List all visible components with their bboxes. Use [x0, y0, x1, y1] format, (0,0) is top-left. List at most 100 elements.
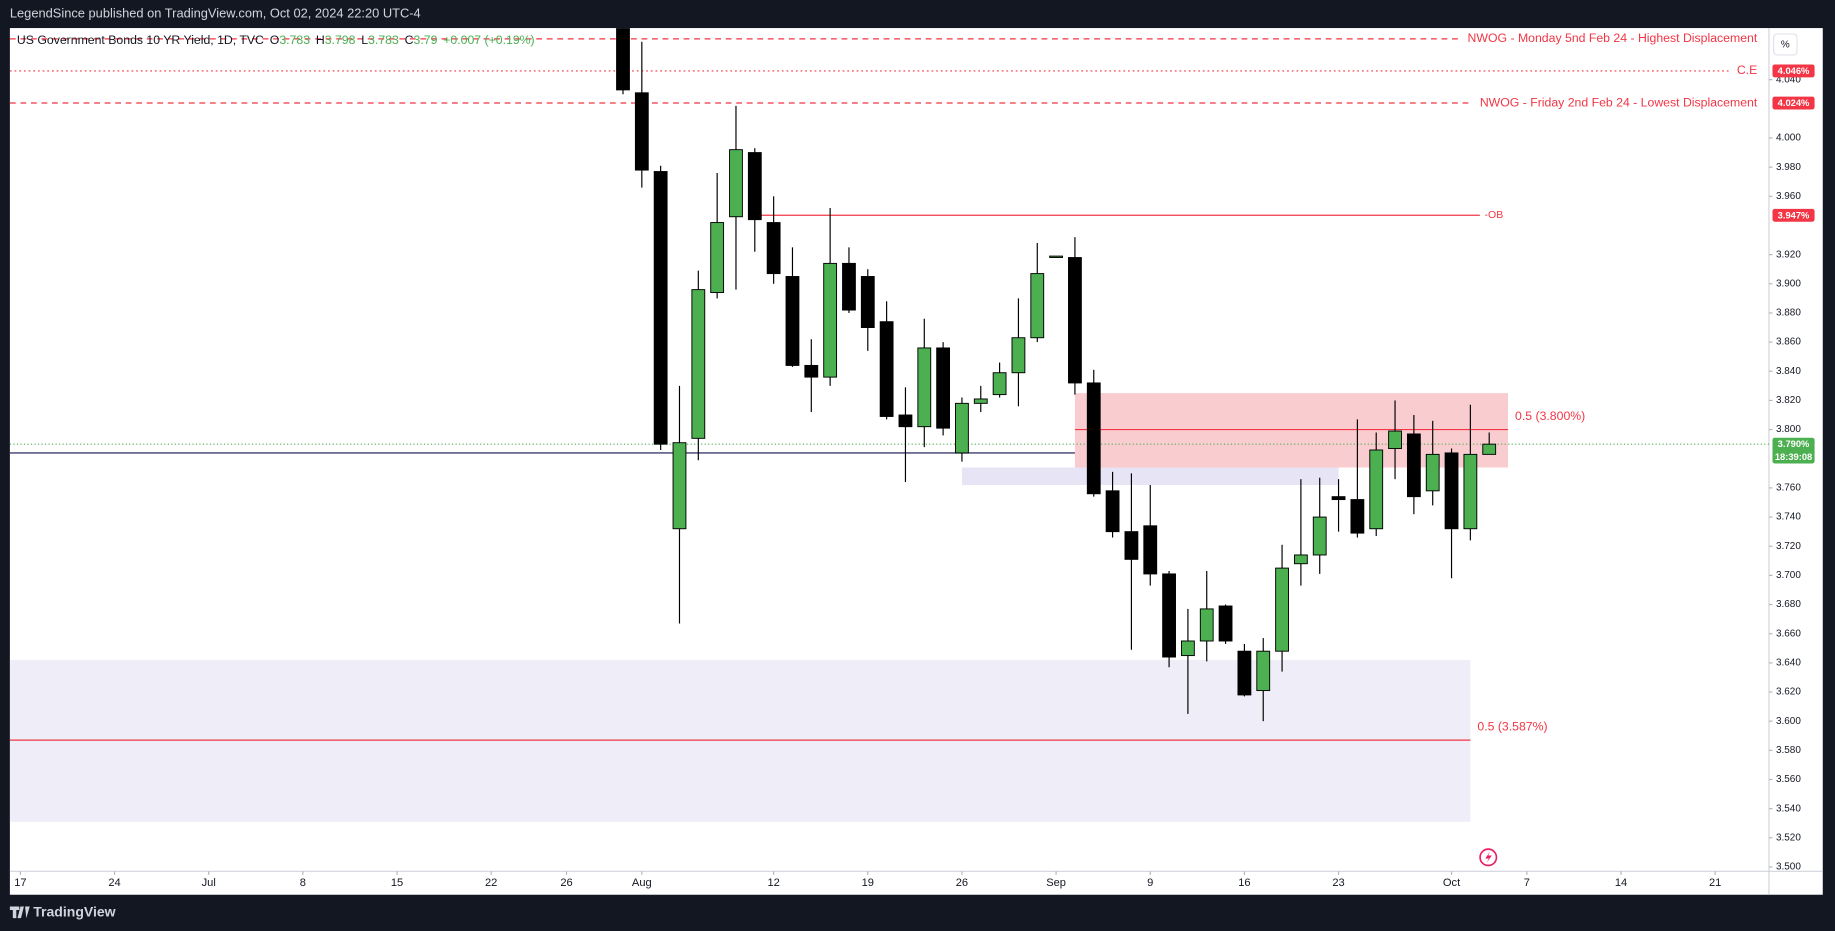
legend-ohlc-key: L	[361, 33, 368, 47]
zone-mid-label: 0.5 (3.800%)	[1515, 409, 1585, 423]
legend-change: +0.007 (+0.19%)	[443, 33, 534, 47]
zone	[961, 467, 1339, 485]
legend: US Government Bonds 10 YR Yield, 1D, TVC…	[17, 33, 535, 47]
x-tick-label: 19	[862, 877, 874, 889]
y-tick-label: 3.540	[1776, 803, 1801, 814]
candle-body	[1143, 525, 1158, 575]
x-tick-label: 14	[1615, 877, 1627, 889]
candle-body	[691, 289, 706, 439]
legend-ohlc-value: 3.783	[368, 33, 399, 47]
candle-body	[936, 347, 951, 429]
y-tick-label: 3.860	[1776, 337, 1801, 348]
legend-ohlc-key: O	[270, 33, 280, 47]
candle-body	[1162, 573, 1176, 658]
candle-body	[766, 222, 781, 275]
y-tick-label: 3.880	[1776, 308, 1801, 319]
y-tick-label: 3.560	[1776, 774, 1801, 785]
y-tick-label: 3.920	[1776, 249, 1801, 260]
candle-body	[1463, 453, 1478, 530]
candle-body	[1388, 430, 1402, 450]
y-tick-label: 3.600	[1776, 716, 1801, 727]
candle-body	[1350, 499, 1365, 534]
y-tick-label: 3.580	[1776, 745, 1801, 756]
y-tick-label: 3.640	[1776, 657, 1801, 668]
x-tick-label: 7	[1524, 877, 1530, 889]
x-tick-label: 16	[1238, 877, 1250, 889]
price-badge	[1772, 64, 1815, 78]
y-tick-label: 3.840	[1776, 366, 1801, 377]
level-label: C.E	[1737, 63, 1757, 77]
y-tick-label: 3.980	[1776, 162, 1801, 173]
candle-body	[1444, 452, 1459, 530]
y-tick-label: 3.700	[1776, 570, 1801, 581]
candle-body	[1105, 490, 1120, 533]
price-badge	[1772, 208, 1815, 222]
level-label: NWOG - Friday 2nd Feb 24 - Lowest Displa…	[1480, 95, 1758, 109]
price-badge-label: 4.024%	[1778, 98, 1810, 108]
candle-body	[672, 442, 687, 530]
candle-body	[973, 398, 988, 404]
order-block-label: -OB	[1485, 209, 1504, 221]
zone	[9, 659, 1471, 822]
x-tick-label: Oct	[1443, 877, 1460, 889]
y-tick-label: 3.660	[1776, 628, 1801, 639]
price-badge	[1772, 437, 1815, 464]
price-badge-label: 3.947%	[1778, 210, 1810, 220]
price-badge-label: 18:39:08	[1775, 452, 1812, 462]
x-tick-label: 26	[956, 877, 968, 889]
legend-ohlc-key: H	[316, 33, 325, 47]
y-tick-label: 4.040	[1776, 74, 1801, 85]
candle-body	[729, 149, 743, 218]
legend-ohlc-value: 3.79	[414, 33, 438, 47]
candle-body	[1256, 650, 1271, 692]
x-tick-label: Sep	[1046, 877, 1066, 889]
candle-body	[1086, 382, 1101, 495]
brand-name[interactable]: TradingView	[33, 904, 115, 920]
x-tick-label: 15	[391, 877, 403, 889]
scale-button-label[interactable]: %	[1781, 40, 1790, 51]
alert-icon[interactable]	[1479, 848, 1498, 867]
x-tick-label: 8	[300, 877, 306, 889]
legend-ohlc-value: 3.798	[325, 33, 356, 47]
y-tick-label: 3.620	[1776, 687, 1801, 698]
candle-body	[1293, 554, 1308, 565]
candle-body	[1030, 273, 1045, 339]
published-note: LegendSince published on TradingView.com…	[10, 5, 421, 20]
plot	[9, 28, 1769, 822]
candle-body	[955, 402, 969, 454]
legend-ohlc-value: 3.783	[279, 33, 310, 47]
candle-body	[1425, 453, 1440, 492]
y-tick-label: 3.800	[1776, 424, 1801, 435]
brand[interactable]: TradingView	[9, 904, 116, 920]
candle-body	[1199, 608, 1214, 642]
axes: 0.5 (3.800%) 0.5 (3.587%) -OB NWOG - Monday…	[14, 31, 1815, 889]
y-tick-label: 3.500	[1776, 862, 1801, 873]
candle-body	[653, 171, 668, 445]
x-tick-label: 23	[1332, 877, 1344, 889]
x-tick-label: 12	[767, 877, 779, 889]
y-tick-label: 4.000	[1776, 133, 1801, 144]
y-tick-label: 3.820	[1776, 395, 1801, 406]
x-tick-label: 22	[485, 877, 497, 889]
y-tick-label: 3.520	[1776, 832, 1801, 843]
x-tick-label: Aug	[632, 877, 652, 889]
candle-body	[710, 222, 725, 294]
candle-body	[747, 152, 762, 221]
candle-body	[823, 262, 838, 378]
candle-body	[1312, 516, 1327, 556]
candle-body	[879, 321, 894, 417]
candle-body	[634, 92, 649, 171]
candle-body	[804, 364, 819, 378]
candle-body	[1011, 337, 1026, 374]
candle-body	[1482, 443, 1497, 455]
candle-body	[1275, 567, 1289, 652]
candle-body	[1049, 255, 1063, 258]
x-tick-label: 21	[1709, 877, 1721, 889]
zone-mid-label: 0.5 (3.587%)	[1477, 720, 1547, 734]
price-badge-label: 3.790%	[1778, 439, 1810, 449]
y-tick-label: 3.960	[1776, 191, 1801, 202]
zone	[1074, 393, 1509, 468]
scale-button[interactable]	[1773, 33, 1798, 56]
